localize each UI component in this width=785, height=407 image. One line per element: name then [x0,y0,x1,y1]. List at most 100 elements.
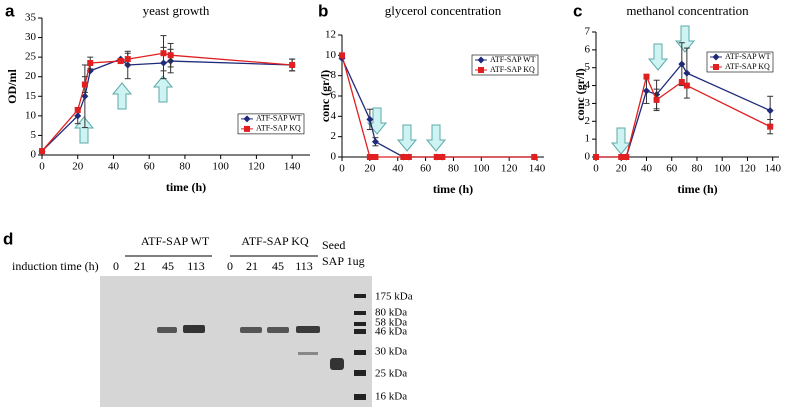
arrow [611,127,631,155]
y-tick-label: 20 [25,70,37,82]
lane-label: 21 [134,259,146,273]
lane-label: 0 [227,259,233,273]
chart-title: yeast growth [143,3,210,18]
x-tick-label: 60 [144,161,156,173]
data-point [767,123,774,130]
y-tick-label: 4 [331,110,337,122]
ladder-band [354,370,366,376]
lane-label: 113 [295,259,313,273]
marker-label: 46 kDa [375,326,407,338]
x-axis-label: time (h) [433,182,473,196]
ladder-band [354,329,366,334]
band [267,327,289,333]
x-axis-label: time (h) [677,182,717,196]
x-tick-label: 120 [248,161,265,173]
blot-image [100,276,372,407]
legend-marker [243,115,251,123]
y-tick-label: 2 [585,115,591,127]
legend-label: ATF-SAP KQ [490,65,535,74]
legend-marker [712,53,720,61]
x-tick-label: 80 [179,161,191,173]
ladder-band [354,350,366,355]
y-tick-label: 7 [585,26,591,38]
panel-label: c [573,1,582,20]
data-point [400,154,407,160]
data-point [339,52,345,59]
y-tick-label: 5 [31,129,37,141]
arrow [153,75,173,103]
y-tick-label: 25 [25,51,37,63]
x-tick-label: 60 [666,163,678,175]
x-tick-label: 0 [593,163,599,175]
data-point [372,154,379,160]
marker-label: 175 kDa [375,291,413,303]
band [157,327,177,333]
y-tick-label: 15 [25,90,37,102]
seed-label: SAP 1ug [322,254,365,268]
band [183,325,205,333]
legend-label: ATF-SAP WT [256,114,302,123]
lane-label: 113 [187,259,205,273]
x-tick-label: 140 [284,161,301,173]
marker-label: 25 kDa [375,368,407,380]
x-tick-label: 40 [641,163,653,175]
x-tick-label: 60 [420,163,432,175]
chart: b glycerol concentration time (h) conc (gr/… [318,1,546,195]
y-tick-label: 5 [585,61,591,73]
data-point [366,154,373,160]
data-point [371,138,379,146]
band [296,326,320,333]
data-point [366,115,374,123]
y-tick-label: 0 [31,149,37,161]
data-point [39,148,45,155]
ladder-band [354,294,366,298]
x-tick-label: 80 [448,163,460,175]
data-point [87,60,94,67]
y-axis-label: OD/ml [5,69,19,104]
arrow [426,124,446,152]
row-label: induction time (h) [12,259,99,273]
data-point [439,154,446,160]
data-point [653,96,660,103]
marker-label: 16 kDa [375,391,407,403]
y-axis-label: conc (gr/l) [573,68,587,120]
data-point [678,79,685,85]
legend-marker [478,67,484,73]
x-tick-label: 0 [39,161,45,173]
data-point [74,106,81,113]
y-tick-label: 30 [25,31,37,43]
x-tick-label: 20 [364,163,376,175]
x-tick-label: 100 [212,161,229,173]
y-tick-label: 1 [585,133,591,145]
panel-label: a [5,1,15,20]
induction-arrows [74,25,695,155]
legend-marker [244,125,250,132]
data-point [618,154,625,160]
lane-label: 21 [246,259,258,273]
data-point [81,81,88,88]
data-point [678,60,686,68]
legend-marker [713,64,719,70]
data-point [124,56,131,63]
arrow [397,124,417,152]
data-point [289,61,296,68]
y-tick-label: 10 [325,49,337,61]
band [240,327,262,333]
data-point [405,154,412,160]
y-tick-label: 10 [25,109,37,121]
y-tick-label: 8 [331,69,337,81]
x-tick-label: 40 [108,161,120,173]
data-point [766,107,774,115]
legend-box [237,113,305,135]
x-tick-label: 20 [616,163,628,175]
data-point [531,154,538,160]
x-tick-label: 0 [339,163,345,175]
chart: c methanol concentration time (h) conc (gr/… [573,1,782,195]
x-tick-label: 100 [714,163,731,175]
ladder-band [354,322,366,326]
legend-label: ATF-SAP WT [490,55,536,64]
ladder-band [354,394,366,400]
chart-title: glycerol concentration [385,3,502,18]
